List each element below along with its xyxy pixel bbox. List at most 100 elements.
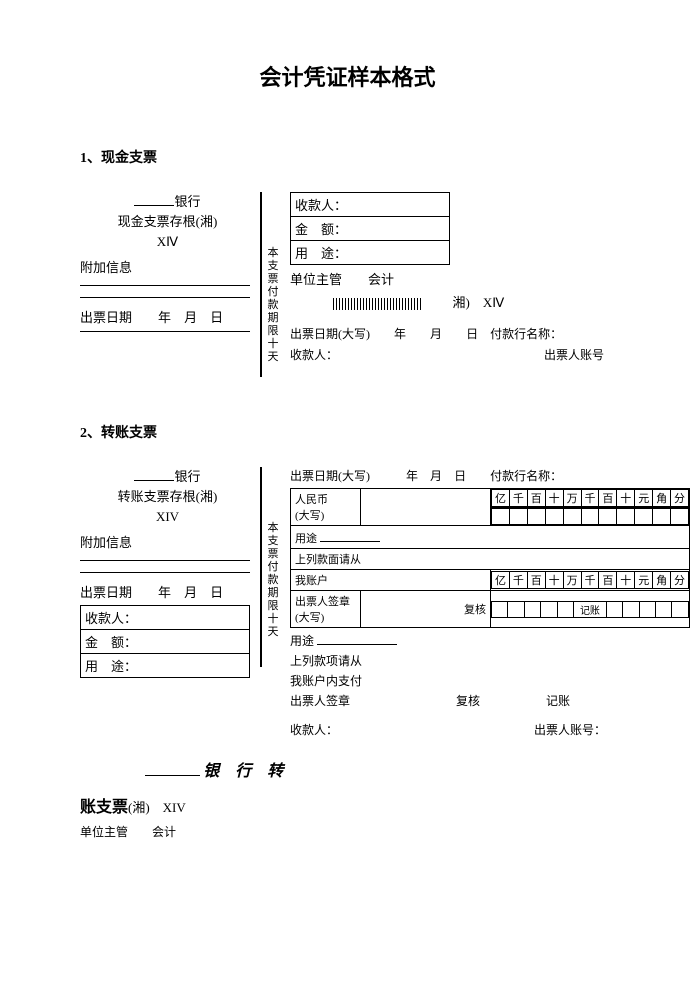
purpose-row-1: 用途 <box>291 526 690 549</box>
my-acct-cell: 我账户 <box>291 570 491 591</box>
t-year: 年 <box>158 585 171 600</box>
bank-transfer-blank <box>145 762 200 776</box>
section-2-heading: 2、转账支票 <box>80 422 645 442</box>
t-cap-month: 月 <box>430 469 442 483</box>
cash-check-form: 银行 现金支票存根(湘) XⅣ 附加信息 出票日期 年 月 日 本支票付款期限十… <box>80 192 645 377</box>
t-extra-line-2 <box>80 571 250 573</box>
month-char: 月 <box>184 310 197 325</box>
payee-3: 收款人： <box>290 723 338 737</box>
footer-block: 银 行 转 <box>145 757 645 781</box>
drawer-sign-2: 出票人签章 <box>290 694 350 708</box>
purpose-label-2: 用途 <box>290 634 314 648</box>
footer-supervisor: 单位主管 会计 <box>80 823 645 840</box>
rmb-cell: 人民币 (大写) <box>291 489 361 526</box>
vertical-divider <box>260 192 262 377</box>
page-title: 会计凭证样本格式 <box>50 60 645 92</box>
bookkeeper-inline: 记账 <box>574 601 607 617</box>
purpose-cell: 用 途： <box>291 241 450 265</box>
bank-name-label: 付款行名称： <box>490 327 562 341</box>
transfer-check-form: 银行 转账支票存根(湘) XIV 附加信息 出票日期 年 月 日 收款人： 金 … <box>80 467 645 727</box>
payee-drawer-row-2: 收款人： 出票人账号： <box>290 721 690 738</box>
t-cap-year: 年 <box>406 469 418 483</box>
payee-cell: 收款人： <box>291 193 450 217</box>
stub-bank-row: 银行 <box>80 192 255 212</box>
t-payee-cell: 收款人： <box>81 606 250 630</box>
purpose-label-1: 用途 <box>295 533 317 545</box>
capital-label: (大写) <box>295 510 324 522</box>
cash-box-table: 收款人： 金 额： 用 途： <box>290 192 450 265</box>
t-bank-name: 付款行名称： <box>490 469 562 483</box>
amount-cell: 金 额： <box>291 217 450 241</box>
cap-month: 月 <box>430 327 442 341</box>
t-stub-title: 转账支票存根(湘) <box>80 487 255 507</box>
t-issue-cap: 出票日期(大写) <box>290 469 370 483</box>
rmb-label: 人民币 <box>295 494 328 506</box>
drawer-acct-label: 出票人账号 <box>544 348 604 362</box>
cap-day: 日 <box>466 327 478 341</box>
year-char: 年 <box>158 310 171 325</box>
account-check-label: 账支票 <box>80 799 128 816</box>
drawer-acct-2: 出票人账号： <box>534 723 606 737</box>
t-mega-table: 人民币 (大写) 亿千百十万千百十元角分 用途 <box>290 488 690 628</box>
above-2: 上列款项请从 <box>290 652 690 669</box>
payee2-label: 收款人： <box>290 348 338 362</box>
rmb-blank <box>361 489 491 526</box>
drawer-sign-row: 出票人签章 复核 记账 <box>290 692 690 709</box>
t-vertical-divider <box>260 467 262 667</box>
digits-header-2: 亿千百十万千百十元角分 <box>491 570 690 591</box>
day-char: 日 <box>210 310 223 325</box>
t-bank-blank <box>134 467 174 481</box>
t-cap-day: 日 <box>454 469 466 483</box>
bank-transfer-line: 银 行 转 <box>145 757 645 781</box>
extra-info-line-2 <box>80 296 250 298</box>
t-top-row: 出票日期(大写) 年 月 日 付款行名称： <box>290 467 690 484</box>
account-check-line: 账支票(湘) XIV <box>80 793 645 817</box>
purpose-row-2: 用途 <box>290 631 690 649</box>
bank-blank <box>134 192 174 206</box>
stub-title: 现金支票存根(湘) <box>80 212 255 232</box>
t-amount-cell: 金 额： <box>81 630 250 654</box>
bank-transfer-label: 银 行 转 <box>203 763 289 780</box>
above-label-1: 上列款面请从 <box>295 554 361 566</box>
cash-stub: 银行 现金支票存根(湘) XⅣ 附加信息 出票日期 年 月 日 <box>80 192 255 342</box>
reviewer-cell: 复核 <box>361 591 491 628</box>
t-extra-line-1 <box>80 559 250 561</box>
above-1: 上列款面请从 <box>291 549 491 570</box>
digits-header: 亿千百十万千百十元角分 <box>491 489 690 508</box>
t-purpose-cell: 用 途： <box>81 654 250 678</box>
payee-drawer-row: 收款人： 出票人账号 <box>290 346 670 363</box>
t-issue-date-label: 出票日期 <box>80 585 132 600</box>
t-bank-suffix: 银行 <box>174 469 200 484</box>
above-1-blank <box>491 549 690 570</box>
bookkeeper-2: 记账 <box>546 694 570 708</box>
section-1-heading: 1、现金支票 <box>80 147 645 167</box>
t-stub-issue-date: 出票日期 年 月 日 <box>80 583 255 603</box>
issue-date-row: 出票日期(大写) 年 月 日 付款行名称： <box>290 325 670 342</box>
digits-blank-1 <box>491 508 690 526</box>
my-acct-pay: 我账户内支付 <box>290 672 690 689</box>
t-vertical-note: 本支票付款期限十天 <box>266 522 280 639</box>
vertical-note: 本支票付款期限十天 <box>266 247 280 364</box>
region-code-label: (湘) XIV <box>128 800 186 815</box>
hatch-pattern <box>333 298 423 310</box>
t-day: 日 <box>210 585 223 600</box>
stub-code: XⅣ <box>80 232 255 252</box>
extra-info-label: 附加信息 <box>80 258 255 278</box>
cap-year: 年 <box>394 327 406 341</box>
t-stub-table: 收款人： 金 额： 用 途： <box>80 605 250 678</box>
capital2-label: (大写) <box>295 612 324 624</box>
hatch-row: 湘) XⅣ <box>290 292 670 311</box>
region-label: 湘) <box>453 295 470 310</box>
issue-date-line <box>80 330 250 332</box>
drawer-sign-label: 出票人签章 <box>295 596 350 608</box>
code-label: XⅣ <box>483 295 504 310</box>
transfer-main: 出票日期(大写) 年 月 日 付款行名称： 人民币 (大写) 亿千百十万千百十元… <box>290 467 690 738</box>
transfer-stub: 银行 转账支票存根(湘) XIV 附加信息 出票日期 年 月 日 收款人： 金 … <box>80 467 255 678</box>
issue-date-label: 出票日期 <box>80 310 132 325</box>
drawer-sign-cell: 出票人签章 (大写) <box>291 591 361 628</box>
t-stub-code: XIV <box>80 507 255 527</box>
bank-suffix: 银行 <box>174 194 200 209</box>
extra-info-line-1 <box>80 284 250 286</box>
cash-main: 收款人： 金 额： 用 途： 单位主管 会计 湘) XⅣ 出票日期(大写) 年 … <box>290 192 670 363</box>
stub-issue-date: 出票日期 年 月 日 <box>80 308 255 328</box>
